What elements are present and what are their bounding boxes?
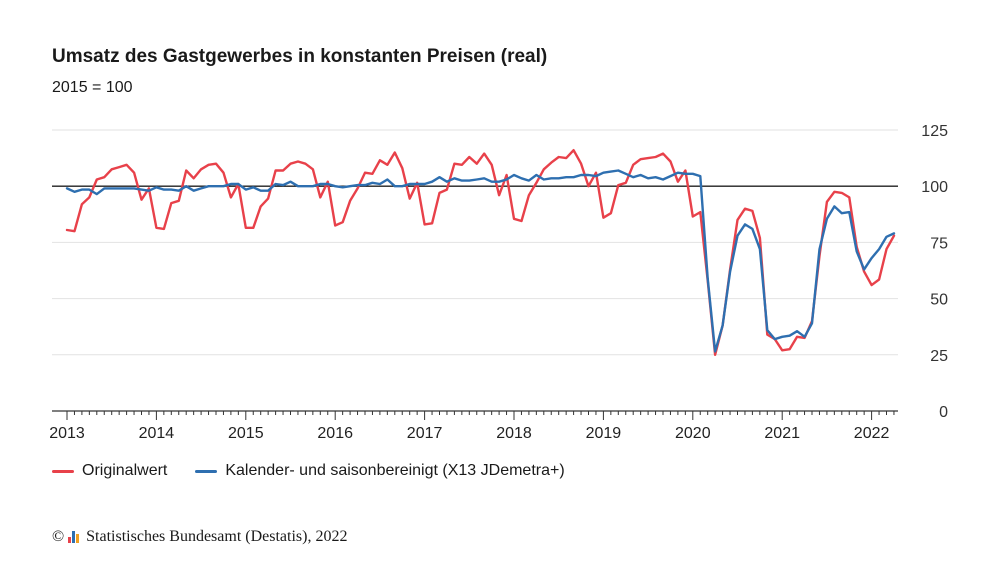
legend-item-saisonbereinigt[interactable]: Kalender- und saisonbereinigt (X13 JDeme… (195, 462, 565, 480)
x-tick-label-2021: 2021 (764, 425, 800, 442)
y-tick-label-75: 75 (930, 235, 948, 252)
source-note: © Statistisches Bundesamt (Destatis), 20… (52, 528, 347, 546)
legend-label-originalwert: Originalwert (82, 462, 168, 479)
legend-item-originalwert[interactable]: Originalwert (52, 462, 167, 480)
x-tick-label-2015: 2015 (228, 425, 264, 442)
source-text: Statistisches Bundesamt (Destatis), 2022 (86, 528, 348, 545)
x-tick-label-2017: 2017 (407, 425, 443, 442)
x-tick-label-2018: 2018 (496, 425, 532, 442)
x-tick-label-2022: 2022 (854, 425, 890, 442)
y-tick-label-0: 0 (939, 404, 948, 421)
chart-subtitle: 2015 = 100 (52, 79, 133, 96)
y-tick-label-50: 50 (930, 292, 948, 309)
series-line-originalwert (65, 148, 896, 356)
x-tick-label-2020: 2020 (675, 425, 711, 442)
legend: Originalwert Kalender- und saisonbereini… (52, 462, 593, 480)
y-tick-label-125: 125 (921, 123, 948, 140)
x-tick-label-2013: 2013 (49, 425, 85, 442)
x-tick-label-2016: 2016 (317, 425, 353, 442)
chart-title: Umsatz des Gastgewerbes in konstanten Pr… (52, 46, 548, 67)
y-tick-label-25: 25 (930, 348, 948, 365)
copyright-symbol: © (52, 528, 65, 545)
destatis-logo-icon (68, 531, 80, 543)
series-line-saisonbereinigt (65, 169, 896, 353)
x-tick-label-2019: 2019 (586, 425, 622, 442)
y-tick-label-100: 100 (921, 179, 948, 196)
legend-label-saisonbereinigt: Kalender- und saisonbereinigt (X13 JDeme… (225, 462, 565, 479)
legend-swatch-saisonbereinigt (195, 469, 218, 473)
x-tick-label-2014: 2014 (139, 425, 175, 442)
legend-swatch-originalwert (52, 469, 74, 473)
